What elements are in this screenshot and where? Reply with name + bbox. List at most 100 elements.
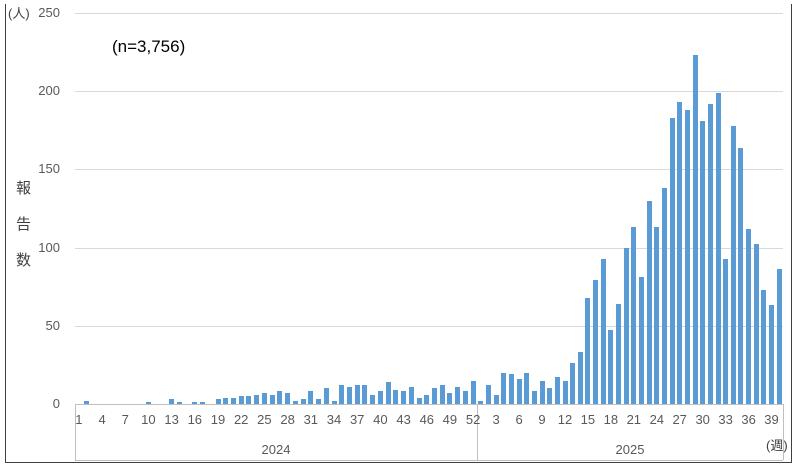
bar-2024-week-48 bbox=[439, 385, 445, 404]
bar-2024-week-16 bbox=[192, 402, 198, 404]
bar-2025-week-4 bbox=[501, 373, 507, 404]
bar-2024-week-27 bbox=[277, 391, 283, 404]
x-tick-label-2024-10: 10 bbox=[141, 412, 156, 427]
bar-2024-week-30 bbox=[300, 399, 306, 404]
bar-2024-week-39 bbox=[370, 395, 376, 404]
gridline-200 bbox=[75, 91, 783, 92]
x-tick-label-2024-19: 19 bbox=[210, 412, 226, 427]
bar-2024-week-28 bbox=[285, 393, 291, 404]
bar-2025-week-25 bbox=[661, 188, 667, 404]
bar-2025-week-8 bbox=[531, 391, 537, 404]
x-tick-label-2025-30: 30 bbox=[695, 412, 710, 427]
bar-2025-week-11 bbox=[554, 377, 560, 404]
gridline-250 bbox=[75, 13, 783, 14]
bar-2024-week-46 bbox=[424, 395, 430, 404]
x-tick-label-2024-49: 49 bbox=[442, 412, 458, 427]
year-label-2024: 2024 bbox=[261, 442, 291, 457]
x-tick-label-2025-9: 9 bbox=[538, 412, 546, 427]
bar-2024-week-13 bbox=[169, 399, 175, 404]
bar-2025-week-10 bbox=[547, 388, 553, 404]
bar-2025-week-29 bbox=[692, 55, 698, 404]
bar-2025-week-26 bbox=[669, 118, 675, 404]
bar-2024-week-36 bbox=[346, 387, 352, 404]
x-tick-label-2025-33: 33 bbox=[718, 412, 733, 427]
y-tick-label-0: 0 bbox=[52, 396, 60, 411]
bar-2024-week-26 bbox=[269, 395, 275, 404]
x-tick-label-2025-39: 39 bbox=[764, 412, 779, 427]
bar-2025-week-23 bbox=[646, 201, 652, 404]
bar-2024-week-43 bbox=[401, 391, 407, 404]
bar-2024-week-44 bbox=[408, 387, 414, 404]
chart-border-left bbox=[5, 4, 6, 462]
bar-2025-week-33 bbox=[723, 259, 729, 404]
x-tick-label-2024-4: 4 bbox=[98, 412, 106, 427]
gridline-150 bbox=[75, 169, 783, 170]
bar-2025-week-39 bbox=[769, 305, 774, 404]
bar-2024-week-35 bbox=[339, 385, 345, 404]
bar-2025-week-31 bbox=[707, 104, 713, 404]
bar-2024-week-50 bbox=[455, 387, 461, 404]
bar-2025-week-18 bbox=[608, 330, 614, 404]
bar-2024-week-51 bbox=[462, 391, 468, 404]
bar-2025-week-27 bbox=[677, 102, 683, 404]
bar-2024-week-42 bbox=[393, 390, 399, 404]
bar-2025-week-19 bbox=[616, 304, 621, 404]
x-tick-label-2024-52: 52 bbox=[465, 412, 481, 427]
x-axis-unit-label: (週) bbox=[766, 438, 788, 453]
x-tick-label-2025-3: 3 bbox=[492, 412, 500, 427]
y-tick-label-200: 200 bbox=[38, 83, 60, 98]
x-tick-label-2024-46: 46 bbox=[419, 412, 435, 427]
axis-box-right bbox=[783, 404, 784, 460]
y-tick-label-250: 250 bbox=[38, 5, 60, 20]
bar-2024-week-41 bbox=[385, 382, 391, 404]
bar-2025-week-35 bbox=[738, 148, 744, 404]
chart-border-bottom bbox=[5, 462, 792, 463]
axis-box-bottom bbox=[75, 460, 783, 461]
bar-2024-week-19 bbox=[215, 399, 221, 404]
x-tick-label-2024-31: 31 bbox=[303, 412, 319, 427]
x-tick-label-2024-25: 25 bbox=[257, 412, 272, 427]
bar-2025-week-22 bbox=[639, 277, 644, 404]
bar-2024-week-40 bbox=[377, 391, 383, 404]
x-tick-label-2025-6: 6 bbox=[515, 412, 523, 427]
bar-2025-week-9 bbox=[539, 381, 545, 404]
bar-2024-week-34 bbox=[331, 401, 337, 404]
x-tick-label-2024-43: 43 bbox=[396, 412, 411, 427]
x-tick-label-2025-12: 12 bbox=[557, 412, 573, 427]
bar-2024-week-10 bbox=[145, 402, 151, 404]
bar-2025-week-28 bbox=[684, 110, 690, 404]
x-tick-label-2024-22: 22 bbox=[233, 412, 249, 427]
x-tick-label-2024-13: 13 bbox=[164, 412, 179, 427]
bar-2025-week-30 bbox=[700, 121, 706, 404]
bar-2025-week-34 bbox=[730, 126, 736, 404]
bar-2025-week-20 bbox=[623, 248, 629, 404]
x-tick-label-2025-15: 15 bbox=[580, 412, 596, 427]
bar-2024-week-49 bbox=[447, 393, 453, 404]
y-tick-label-150: 150 bbox=[38, 161, 60, 176]
x-axis-line bbox=[75, 404, 783, 405]
y-tick-label-100: 100 bbox=[38, 240, 60, 255]
bar-2024-week-24 bbox=[254, 395, 260, 404]
bar-2025-week-17 bbox=[600, 259, 606, 404]
y-axis-unit-label: (人) bbox=[8, 6, 30, 21]
bar-2024-week-20 bbox=[223, 398, 229, 404]
bar-2025-week-3 bbox=[493, 395, 499, 404]
bar-2025-week-37 bbox=[753, 244, 759, 404]
x-tick-label-2024-34: 34 bbox=[326, 412, 342, 427]
x-tick-label-2024-40: 40 bbox=[373, 412, 388, 427]
bar-2024-week-31 bbox=[308, 391, 314, 404]
bar-2024-week-25 bbox=[261, 393, 267, 404]
bar-2024-week-2 bbox=[84, 401, 90, 404]
bar-2025-week-6 bbox=[516, 379, 522, 404]
x-tick-label-2025-36: 36 bbox=[741, 412, 756, 427]
y-axis-title: 報告数 bbox=[14, 180, 31, 288]
bar-2024-week-21 bbox=[231, 398, 236, 404]
bar-2024-week-52 bbox=[470, 381, 476, 404]
bar-2024-week-47 bbox=[432, 388, 437, 404]
x-tick-label-2024-16: 16 bbox=[187, 412, 203, 427]
bar-2025-week-12 bbox=[562, 381, 568, 404]
x-tick-label-2024-7: 7 bbox=[121, 412, 129, 427]
bar-2025-week-2 bbox=[486, 385, 491, 404]
gridline-50 bbox=[75, 326, 783, 327]
